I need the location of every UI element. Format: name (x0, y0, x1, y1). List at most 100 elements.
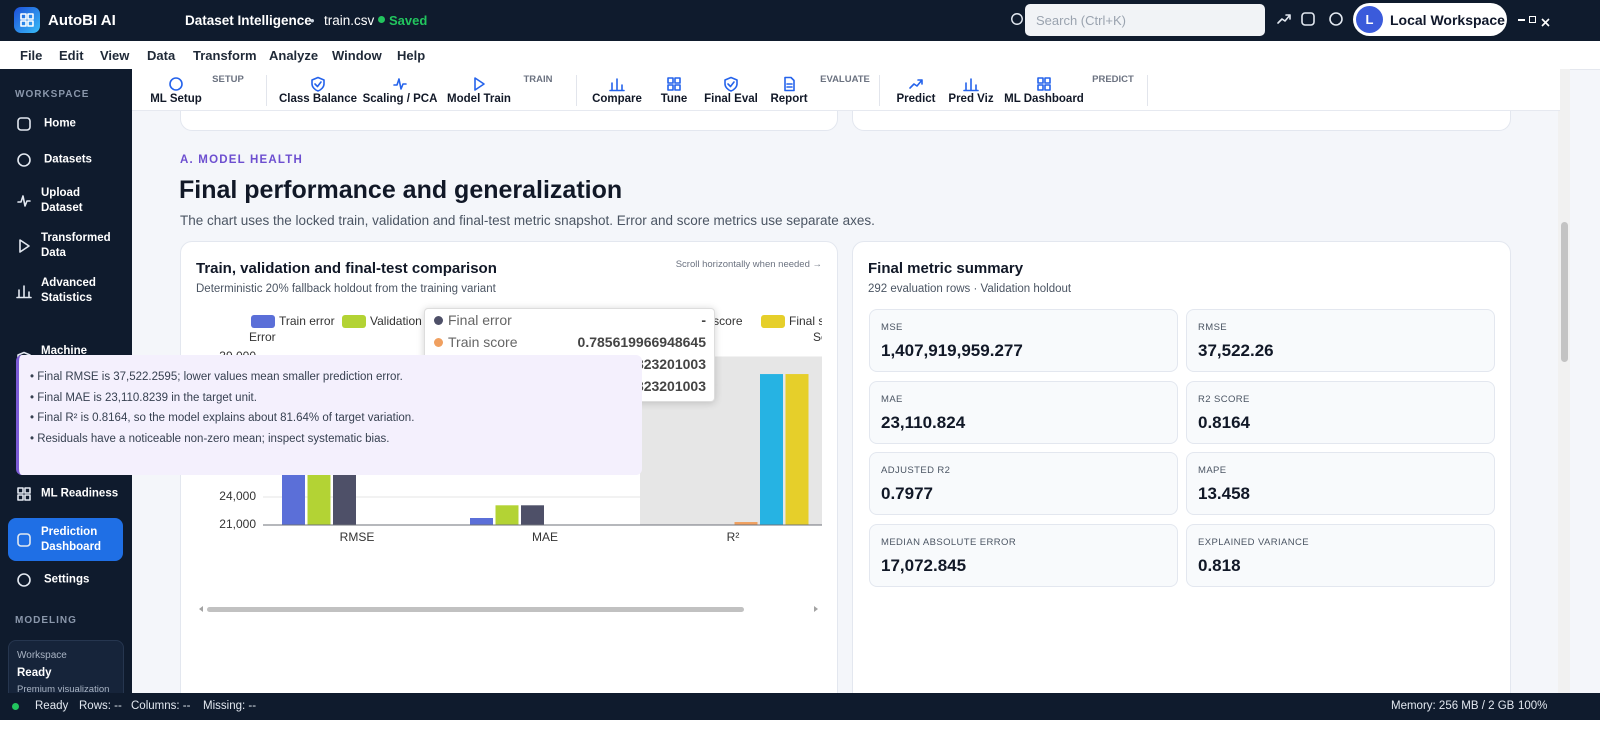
saved-dot (378, 16, 385, 23)
toolbar-button[interactable]: Tune (660, 93, 688, 105)
menu-item[interactable]: File (20, 48, 43, 63)
sidebar-icon (17, 117, 31, 131)
tooltip-value: - (701, 312, 706, 328)
insight-note: • Final RMSE is 37,522.2595; lower value… (30, 371, 403, 383)
chart-scroll-hint: Scroll horizontally when needed → (675, 259, 822, 270)
toolbar-button[interactable]: ML Dashboard (1004, 93, 1084, 105)
sidebar-item[interactable]: Upload Dataset (41, 187, 83, 214)
status-item: Missing: -- (203, 700, 257, 712)
search-placeholder: Search (Ctrl+K) (1036, 13, 1126, 28)
menu-item[interactable]: Edit (59, 48, 84, 63)
scroll-right-arrow[interactable] (814, 606, 818, 612)
icon-glyph (17, 533, 31, 547)
sidebar-item[interactable]: Advanced Statistics (41, 277, 96, 304)
chart-card-subtitle: Deterministic 20% fallback holdout from … (196, 283, 496, 295)
toolbar-icon[interactable] (1036, 76, 1052, 92)
icon-glyph (17, 117, 31, 131)
ai-icon[interactable] (1300, 11, 1316, 27)
toolbar-button[interactable]: ML Setup (150, 93, 202, 105)
toolbar-icon[interactable] (471, 76, 487, 92)
page-scrollbar[interactable] (1558, 69, 1570, 693)
sidebar-icon (19, 239, 30, 253)
user-pill[interactable]: L Local Workspace (1353, 3, 1507, 36)
menu-item[interactable]: Analyze (269, 48, 319, 63)
icon-glyph (1301, 12, 1315, 26)
sidebar-icon (17, 195, 31, 207)
app-name: AutoBI AI (48, 12, 116, 29)
toolbar-icon[interactable] (168, 76, 184, 92)
toolbar-icon[interactable] (392, 76, 408, 92)
metric-card: MSE 1,407,919,959.277 (869, 309, 1178, 372)
toolbar-icon[interactable] (609, 76, 625, 92)
app-logo (14, 7, 40, 33)
toolbar-button[interactable]: Pred Viz (948, 93, 994, 105)
bar (785, 374, 809, 525)
toolbar-icon[interactable] (781, 76, 797, 92)
menu-item[interactable]: Data (147, 48, 176, 63)
metric-card: MAPE 13.458 (1186, 452, 1495, 515)
icon-glyph (311, 76, 325, 92)
toolbar-button[interactable]: Scaling / PCA (362, 93, 438, 105)
toolbar-button[interactable]: Model Train (447, 93, 511, 105)
insight-note: • Final R² is 0.8164, so the model expla… (30, 412, 415, 424)
x-tick-label: R² (727, 530, 740, 544)
separator: • (310, 13, 315, 28)
metric-label: MAPE (1198, 465, 1227, 476)
chart-scrollbar-thumb[interactable] (207, 607, 744, 612)
menu-item[interactable]: Window (332, 48, 382, 63)
sidebar-section-title: WORKSPACE (15, 89, 90, 100)
notifications-icon[interactable] (1276, 11, 1292, 27)
toolbar-button[interactable]: Class Balance (279, 93, 357, 105)
metric-card: R2 SCORE 0.8164 (1186, 380, 1495, 444)
menu-item[interactable]: View (100, 48, 130, 63)
search-box[interactable]: Search (Ctrl+K) (1025, 4, 1265, 36)
icon-glyph (667, 77, 681, 91)
metric-label: MAE (881, 393, 903, 405)
toolbar-icon[interactable] (908, 76, 924, 92)
metric-value: 23,110.824 (881, 412, 966, 432)
toolbar-icon[interactable] (310, 76, 326, 92)
icon-glyph (474, 77, 485, 91)
sidebar-item[interactable]: Home (44, 117, 76, 130)
help-icon[interactable] (1328, 11, 1344, 27)
icon-glyph (393, 78, 407, 90)
sidebar-item[interactable]: ML Readiness (41, 487, 119, 500)
toolbar-button[interactable]: Compare (592, 93, 642, 105)
tooltip-value: 0.785619966948645 (577, 334, 706, 350)
sidebar-item[interactable]: Settings (44, 573, 90, 586)
metric-value: 0.8164 (1198, 412, 1250, 432)
page-scrollbar-thumb[interactable] (1561, 222, 1568, 362)
sidebar-item[interactable]: Datasets (44, 153, 92, 166)
toolbar-button[interactable]: Final Eval (704, 93, 758, 105)
toolbar-button[interactable]: Report (770, 93, 808, 105)
section-description: The chart uses the locked train, validat… (180, 213, 875, 228)
statusbar: Ready Rows: -- Columns: -- Missing: -- Memor… (0, 693, 1600, 720)
tooltip-series-name: Final error (448, 312, 512, 328)
window-minimize[interactable] (1518, 19, 1525, 21)
y-axis-label: Error (249, 330, 276, 344)
toolbar-icon[interactable] (963, 76, 979, 92)
menu-item[interactable]: Transform (193, 48, 257, 63)
bar (495, 505, 519, 525)
toolbar-button[interactable]: Predict (896, 93, 936, 105)
sidebar-section-title: MODELING (15, 615, 77, 626)
tooltip-dot (434, 338, 443, 347)
bar (470, 518, 493, 525)
metric-value: 13.458 (1198, 484, 1250, 503)
toolbar-icon[interactable] (723, 76, 739, 92)
sidebar-item[interactable]: Transformed Data (41, 232, 111, 259)
bar (734, 522, 758, 525)
metric-label: MSE (881, 322, 903, 333)
toolbar-group-label: EVALUATE (820, 74, 870, 85)
workspace-note: Premium visualization (17, 684, 110, 693)
toolbar-divider (879, 75, 880, 106)
window-maximize[interactable] (1529, 16, 1536, 23)
window-close[interactable] (1541, 14, 1550, 27)
legend-swatch (761, 315, 785, 328)
scroll-left-arrow[interactable] (199, 606, 203, 612)
workspace-card: Workspace Ready Premium visualization (8, 640, 124, 693)
bar (760, 374, 783, 525)
sidebar-item[interactable]: Prediction Dashboard (41, 526, 102, 553)
toolbar-icon[interactable] (666, 76, 682, 92)
menu-item[interactable]: Help (397, 48, 426, 63)
